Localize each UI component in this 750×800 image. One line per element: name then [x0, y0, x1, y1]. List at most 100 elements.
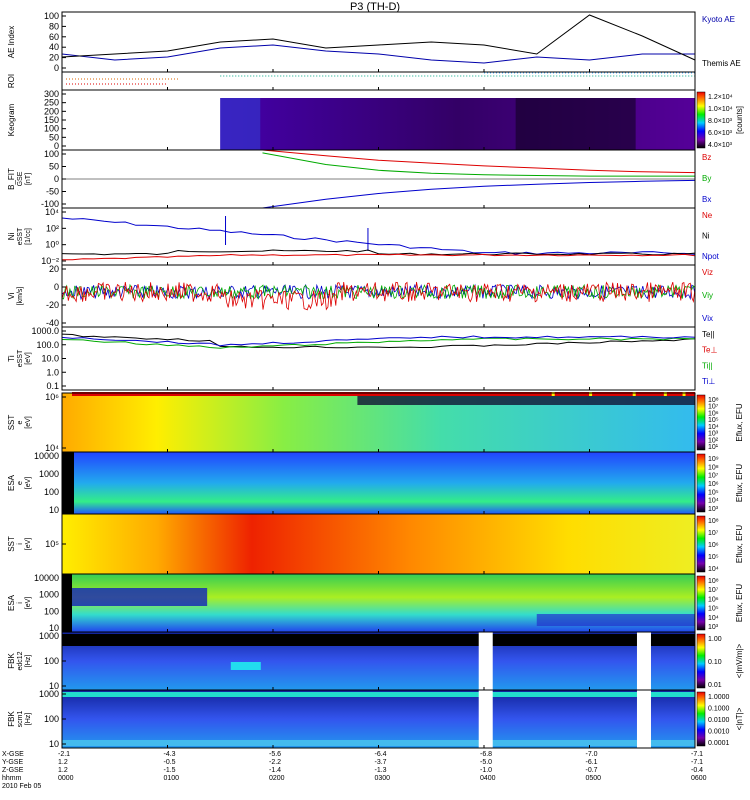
- footer-row-label-0: X-GSE: [2, 751, 24, 758]
- vi-series-2: [61, 281, 696, 311]
- colorbar-tick-SST_e: 10³: [708, 431, 719, 438]
- colorbar-SST_e: [696, 394, 706, 451]
- bfit-series-1: [262, 152, 695, 177]
- colorbar-tick-Keogram: 8.0×10³: [708, 118, 733, 125]
- colorbar-label-FBK2: <|nT|>: [735, 707, 744, 730]
- colorbar-tick-ESA_i: 10⁷: [708, 587, 719, 594]
- footer-value-3-0: 0000: [58, 775, 74, 782]
- bfit-series-2: [262, 179, 696, 209]
- colorbar-tick-SST_i: 10⁸: [708, 518, 719, 525]
- ylabel-group-FBK1: FBK edc12 [Hz]: [7, 651, 32, 670]
- status-bar-gap-2: [589, 392, 593, 396]
- ytick-label-SST_e: 10⁴: [45, 443, 59, 453]
- footer-value-2-5: -0.7: [586, 767, 598, 774]
- ytick-label-Ti: 100.0: [36, 340, 59, 350]
- footer-value-1-6: -7.1: [691, 759, 703, 766]
- fbk2-gap-1: [478, 690, 493, 748]
- yunit-FBK2: [Hz]: [25, 713, 32, 726]
- ylabel-FBK1: FBK: [7, 653, 16, 669]
- footer-value-1-3: -3.7: [375, 759, 387, 766]
- colorbar-tick-SST_i: 10⁶: [708, 542, 719, 549]
- esa-e-spectrogram: [62, 452, 695, 514]
- footer-value-1-4: -5.0: [480, 759, 492, 766]
- colorbar-FBK1: [696, 633, 706, 689]
- ylabel-group-SST_e: SST e [eV]: [7, 415, 32, 431]
- ylabel-group-Vi: Vi [km/s]: [7, 287, 24, 306]
- sst-i-spectrogram: [62, 514, 695, 574]
- colorbar-tick-FBK1: 0.10: [708, 659, 722, 666]
- legend-Ti-3: Ti⊥: [702, 377, 715, 386]
- footer-value-1-2: -2.2: [269, 759, 281, 766]
- ylabel-Ni: Ni: [7, 233, 16, 241]
- colorbar-FBK2: [696, 691, 706, 747]
- footer-value-0-2: -5.6: [269, 751, 281, 758]
- colorbar-tick-Keogram: 6.0×10³: [708, 130, 733, 137]
- ytick-label-AE: 0: [54, 63, 59, 73]
- ytick-label-SST_e: 10⁶: [45, 392, 59, 402]
- colorbar-tick-SST_i: 10⁷: [708, 530, 719, 537]
- colorbar-tick-FBK2: 1.0000: [708, 694, 730, 701]
- footer-row-label-3: hhmm: [2, 775, 22, 782]
- footer-value-0-3: -6.4: [375, 751, 387, 758]
- footer-value-3-3: 0300: [375, 775, 391, 782]
- colorbar-tick-FBK2: 0.0100: [708, 717, 730, 724]
- legend-Vi-0: Viz: [702, 268, 713, 277]
- footer-value-0-5: -7.0: [586, 751, 598, 758]
- footer-value-0-0: -2.1: [58, 751, 70, 758]
- status-bar: [72, 392, 695, 396]
- legend-B_FIT-0: Bz: [702, 153, 711, 162]
- colorbar-tick-FBK1: 1.00: [708, 636, 722, 643]
- ylabel-Vi: Vi: [7, 292, 16, 299]
- ylabel-group-ESA_e: ESA e [eV]: [7, 474, 32, 491]
- ylabel-group-FBK2: FBK scm1 [Hz]: [7, 711, 32, 728]
- ytick-label-ESA_i: 1000: [39, 590, 59, 600]
- page-title: P3 (TH-D): [350, 1, 400, 13]
- footer-value-3-4: 0400: [480, 775, 496, 782]
- fbk1-gap-2: [636, 632, 651, 690]
- ae-series-0: [61, 44, 695, 64]
- ylabel-Keogram: Keogram: [7, 103, 16, 136]
- fbk2-cyan-top: [62, 692, 695, 697]
- ytick-label-FBK1: 100: [44, 656, 59, 666]
- yunit-SST_e: [eV]: [25, 416, 32, 429]
- ysublabel-FBK1: edc12: [17, 651, 24, 670]
- footer-value-1-5: -6.1: [586, 759, 598, 766]
- colorbar-label-group-ESA_i: Eflux, EFU: [735, 584, 744, 622]
- ytick-label-AE: 80: [49, 21, 59, 31]
- ylabel-SST_i: SST: [7, 536, 16, 552]
- ytick-label-ESA_e: 10: [49, 505, 59, 515]
- ysublabel-B_FIT: GSE: [17, 171, 24, 186]
- legend-AE-1: Themis AE: [702, 59, 741, 68]
- colorbar-tick-ESA_e: 10⁶: [708, 481, 719, 488]
- footer-row-label-2: Z-GSE: [2, 767, 24, 774]
- ysublabel-Ti: eSST: [17, 349, 24, 367]
- footer-value-0-1: -4.3: [164, 751, 176, 758]
- colorbar-tick-ESA_i: 10⁶: [708, 596, 719, 603]
- ytick-label-FBK1: 1000: [39, 631, 59, 641]
- legend-Ni-2: Npot: [702, 252, 720, 261]
- colorbar-tick-Keogram: 4.0×10³: [708, 142, 733, 149]
- colorbar-tick-SST_e: 10⁵: [708, 417, 719, 424]
- colorbar-tick-SST_e: 10⁸: [708, 397, 719, 404]
- ytick-label-Keogram: 200: [44, 106, 59, 116]
- legend-Ni-0: Ne: [702, 211, 713, 220]
- ytick-label-AE: 20: [49, 53, 59, 63]
- ylabel-B_FIT: B_FIT: [7, 168, 16, 190]
- colorbar-label-ESA_i: Eflux, EFU: [735, 584, 744, 622]
- legend-Ni-1: Ni: [702, 232, 710, 241]
- ytick-label-B_FIT: 100: [44, 149, 59, 159]
- colorbar-tick-Keogram: 1.0×10⁴: [708, 106, 733, 113]
- colorbar-tick-ESA_e: 10⁷: [708, 473, 719, 480]
- ylabel-ESA_i: ESA: [7, 594, 16, 611]
- colorbar-tick-Keogram: 1.2×10⁴: [708, 94, 733, 101]
- ylabel-group-Keogram: Keogram: [7, 103, 16, 136]
- colorbar-SST_i: [696, 515, 706, 573]
- ytick-label-Vi: -40: [46, 318, 59, 328]
- status-bar-gap-3: [632, 392, 636, 396]
- esa-i-blue-blob: [70, 588, 208, 606]
- ytick-label-ESA_i: 10000: [34, 573, 59, 583]
- ylabel-AE: AE Index: [7, 26, 16, 58]
- footer-row-label-1: Y-GSE: [2, 759, 23, 766]
- ytick-label-ESA_i: 100: [44, 606, 59, 616]
